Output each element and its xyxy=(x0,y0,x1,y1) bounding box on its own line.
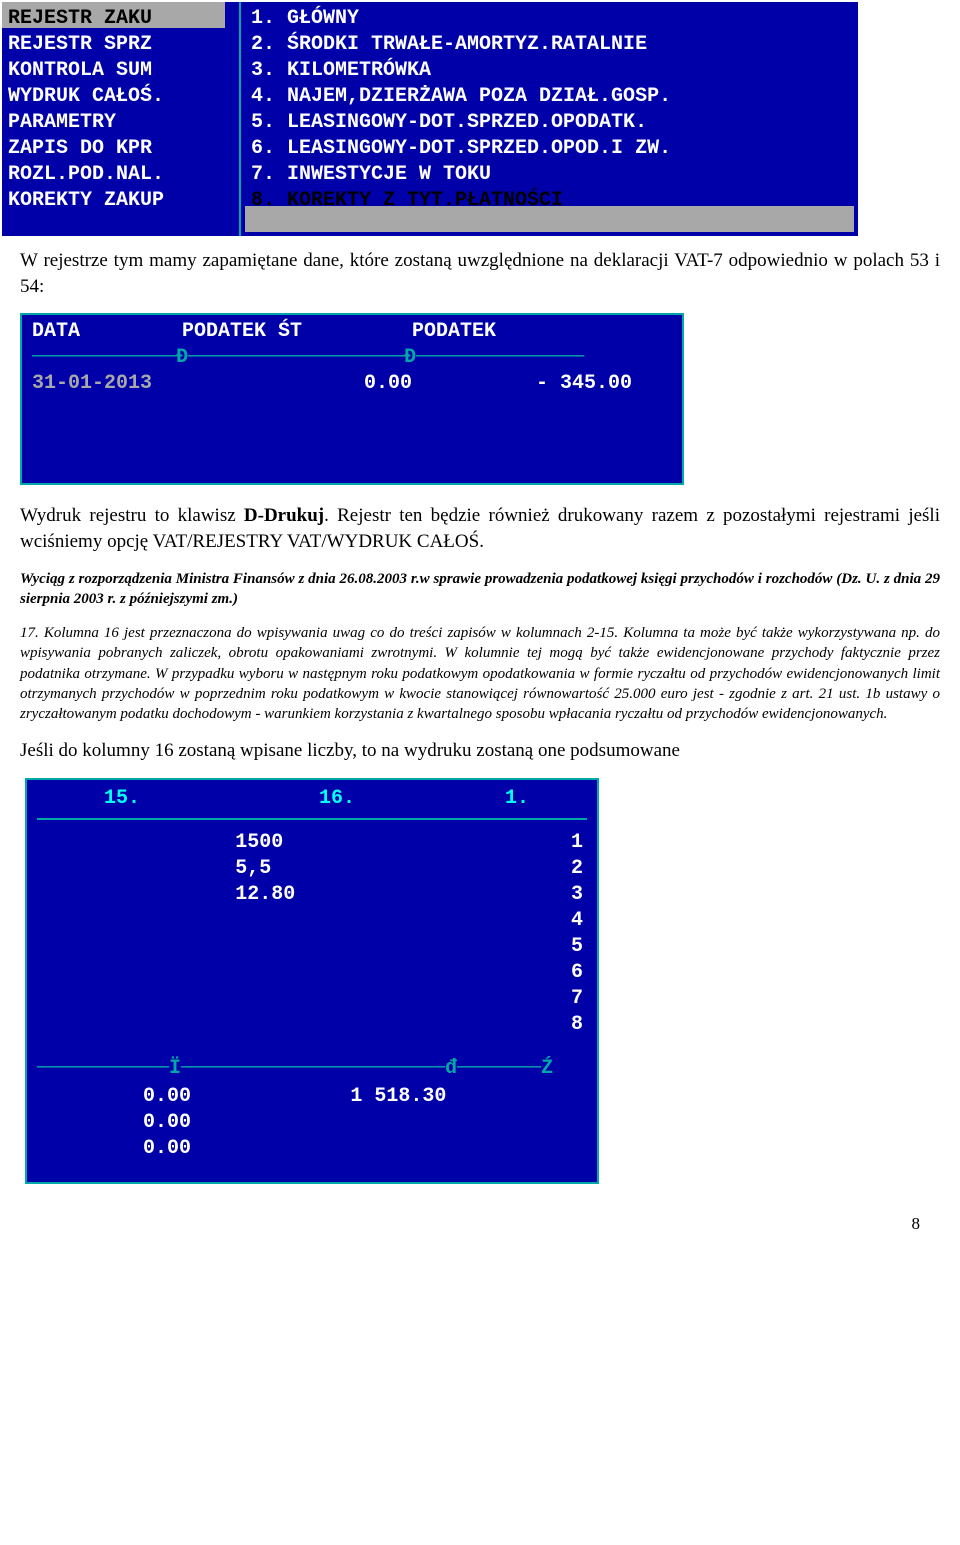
cell-col1: 4 xyxy=(486,908,587,934)
cell-col16 xyxy=(205,908,486,934)
footer-row: 0.00 xyxy=(37,1136,587,1162)
cell-col15 xyxy=(37,986,205,1012)
menu-item-rejestr-zaku[interactable]: REJESTR ZAKU xyxy=(8,6,233,32)
footer-col15: 0.00 xyxy=(37,1084,211,1110)
cell-col15 xyxy=(37,1012,205,1038)
cell-col1: 7 xyxy=(486,986,587,1012)
menu-item-leasing-opod-zw[interactable]: 6. LEASINGOWY-DOT.SPRZED.OPOD.I ZW. xyxy=(251,136,848,162)
menu-item-najem[interactable]: 4. NAJEM,DZIERŻAWA POZA DZIAŁ.GOSP. xyxy=(251,84,848,110)
menu-item-korekty-zakup[interactable]: KOREKTY ZAKUP xyxy=(8,188,233,214)
page-number: 8 xyxy=(0,1214,960,1254)
col-header-16: 16. xyxy=(207,786,467,812)
footer-row: 0.00 xyxy=(37,1110,587,1136)
menu-item-zapis-do-kpr[interactable]: ZAPIS DO KPR xyxy=(8,136,233,162)
col-header-data: DATA xyxy=(32,319,182,345)
menu-item-glowny[interactable]: 1. GŁÓWNY xyxy=(251,6,848,32)
col-header-podatek: PODATEK xyxy=(412,319,612,345)
cell-col16: 1500 xyxy=(205,830,486,856)
cell-col1: 6 xyxy=(486,960,587,986)
cell-col15 xyxy=(37,856,205,882)
cell-col16: 5,5 xyxy=(205,856,486,882)
menu-item-wydruk-calos[interactable]: WYDRUK CAŁOŚ. xyxy=(8,84,233,110)
menu-item-kilometrowka[interactable]: 3. KILOMETRÓWKA xyxy=(251,58,848,84)
footer-col16 xyxy=(211,1136,496,1162)
table-row: 4 xyxy=(37,908,587,934)
footer-col16: 1 518.30 xyxy=(211,1084,496,1110)
table-row: 5,52 xyxy=(37,856,587,882)
table-row: 5 xyxy=(37,934,587,960)
cell-col15 xyxy=(37,908,205,934)
footer-col15: 0.00 xyxy=(37,1110,211,1136)
right-menu-panel: 1. GŁÓWNY 2. ŚRODKI TRWAŁE-AMORTYZ.RATAL… xyxy=(241,2,858,236)
cell-col15 xyxy=(37,960,205,986)
cell-col16 xyxy=(205,986,486,1012)
document-body: W rejestrze tym mamy zapamiętane dane, k… xyxy=(0,238,960,1214)
footer-col15: 0.00 xyxy=(37,1136,211,1162)
paragraph-intro: W rejestrze tym mamy zapamiętane dane, k… xyxy=(20,248,940,299)
col-header-1: 1. xyxy=(467,786,567,812)
cell-podatek: - 345.00 xyxy=(452,371,632,397)
cell-col16 xyxy=(205,960,486,986)
menu-item-srodki-trwale[interactable]: 2. ŚRODKI TRWAŁE-AMORTYZ.RATALNIE xyxy=(251,32,848,58)
text-ddrukuj: D-Drukuj xyxy=(244,505,324,526)
cell-col16 xyxy=(205,1012,486,1038)
cell-col15 xyxy=(37,830,205,856)
cell-col15 xyxy=(37,934,205,960)
left-menu-panel: REJESTR ZAKU REJESTR SPRZ KONTROLA SUM W… xyxy=(2,2,241,236)
paragraph-wydruk: Wydruk rejestru to klawisz D-Drukuj. Rej… xyxy=(20,503,940,554)
menu-item-inwestycje[interactable]: 7. INWESTYCJE W TOKU xyxy=(251,162,848,188)
cell-col1: 1 xyxy=(486,830,587,856)
paragraph-wyciag-bold: Wyciąg z rozporządzenia Ministra Finansó… xyxy=(20,569,940,610)
footer-col1 xyxy=(496,1110,587,1136)
cell-col16: 12.80 xyxy=(205,882,486,908)
menu-item-rejestr-sprz[interactable]: REJESTR SPRZ xyxy=(8,32,233,58)
paragraph-podsumowane: Jeśli do kolumny 16 zostaną wpisane licz… xyxy=(20,738,940,764)
cell-col16 xyxy=(205,934,486,960)
dos-menu-window: REJESTR ZAKU REJESTR SPRZ KONTROLA SUM W… xyxy=(0,0,860,238)
data-divider: ────────────Đ──────────────────Đ────────… xyxy=(32,345,672,371)
cols-header-row: 15. 16. 1. xyxy=(37,786,587,820)
footer-col1 xyxy=(496,1136,587,1162)
cell-podatek-st: 0.00 xyxy=(182,371,452,397)
menu-item-kontrola-sum[interactable]: KONTROLA SUM xyxy=(8,58,233,84)
cols-divider: ───────────Ï──────────────────────đ─────… xyxy=(37,1056,587,1082)
cell-date: 31-01-2013 xyxy=(32,371,182,397)
menu-item-rozl-pod-nal[interactable]: ROZL.POD.NAL. xyxy=(8,162,233,188)
footer-col16 xyxy=(211,1110,496,1136)
dos-data-window: DATA PODATEK ŚT PODATEK ────────────Đ───… xyxy=(20,313,684,485)
footer-row: 0.001 518.30 xyxy=(37,1084,587,1110)
text-wydruk-prefix: Wydruk rejestru to klawisz xyxy=(20,505,244,526)
table-row: 6 xyxy=(37,960,587,986)
menu-item-parametry[interactable]: PARAMETRY xyxy=(8,110,233,136)
table-row: 12.803 xyxy=(37,882,587,908)
cell-col1: 2 xyxy=(486,856,587,882)
table-row: 15001 xyxy=(37,830,587,856)
cell-col1: 5 xyxy=(486,934,587,960)
paragraph-kolumna16-info: 17. Kolumna 16 jest przeznaczona do wpis… xyxy=(20,623,940,724)
menu-item-korekty-platnosci[interactable]: 8. KOREKTY Z TYT.PŁATNOŚCI xyxy=(251,188,848,214)
col-header-podatek-st: PODATEK ŚT xyxy=(182,319,412,345)
table-row: 8 xyxy=(37,1012,587,1038)
footer-col1 xyxy=(496,1084,587,1110)
menu-item-leasing-opodatk[interactable]: 5. LEASINGOWY-DOT.SPRZED.OPODATK. xyxy=(251,110,848,136)
cell-col15 xyxy=(37,882,205,908)
cell-col1: 3 xyxy=(486,882,587,908)
data-header-row: DATA PODATEK ŚT PODATEK xyxy=(32,319,672,345)
cell-col1: 8 xyxy=(486,1012,587,1038)
table-row: 7 xyxy=(37,986,587,1012)
data-row: 31-01-2013 0.00 - 345.00 xyxy=(32,371,672,397)
col-header-15: 15. xyxy=(37,786,207,812)
dos-columns-window: 15. 16. 1. 150015,5212.80345678 ────────… xyxy=(25,778,599,1184)
